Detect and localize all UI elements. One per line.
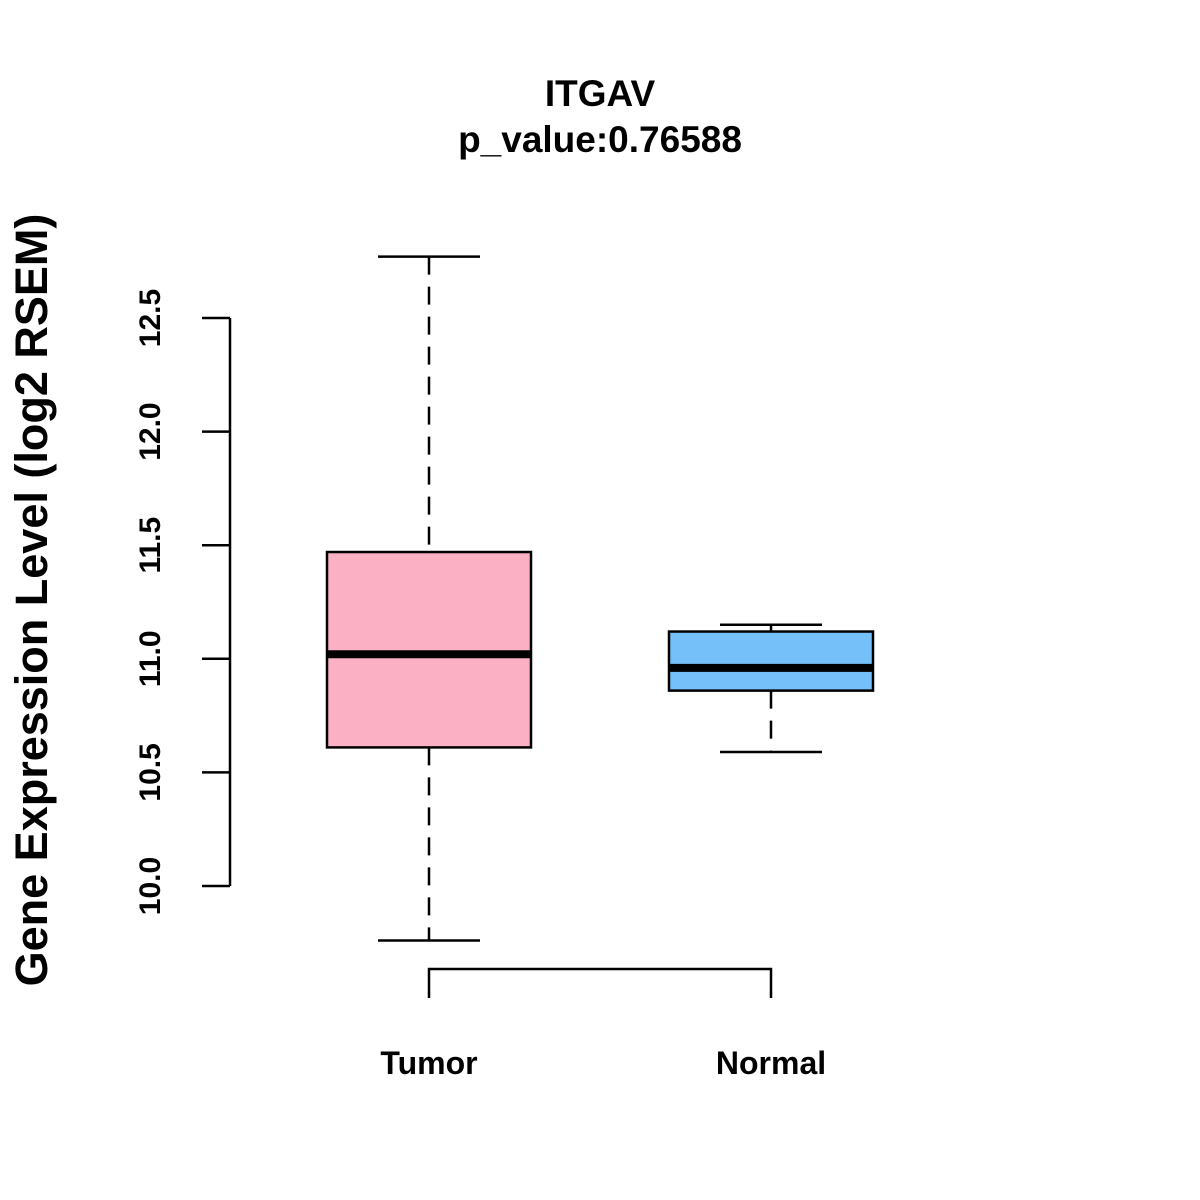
y-tick-label: 11.0 xyxy=(134,630,167,687)
box-group xyxy=(325,255,875,942)
y-tick-label: 12.0 xyxy=(134,402,167,460)
y-tick-label: 11.5 xyxy=(134,517,167,574)
box-normal xyxy=(667,630,875,692)
comparison-bracket xyxy=(427,967,773,998)
y-tick-label: 10.5 xyxy=(134,743,167,801)
y-tick-label: 12.5 xyxy=(134,289,167,347)
y-axis: 10.0 10.5 11.0 11.5 12.0 12.5 xyxy=(134,289,232,915)
box-tumor xyxy=(325,550,533,749)
chart-subtitle: p_value:0.76588 xyxy=(458,119,742,160)
y-axis-label: Gene Expression Level (log2 RSEM) xyxy=(6,214,57,987)
x-label-normal: Normal xyxy=(716,1045,826,1081)
y-tick-label: 10.0 xyxy=(134,857,167,915)
chart-title: ITGAV xyxy=(545,73,656,114)
x-axis-labels: Tumor Normal xyxy=(380,1045,826,1081)
bracket-line xyxy=(427,967,773,998)
x-label-tumor: Tumor xyxy=(380,1045,477,1081)
